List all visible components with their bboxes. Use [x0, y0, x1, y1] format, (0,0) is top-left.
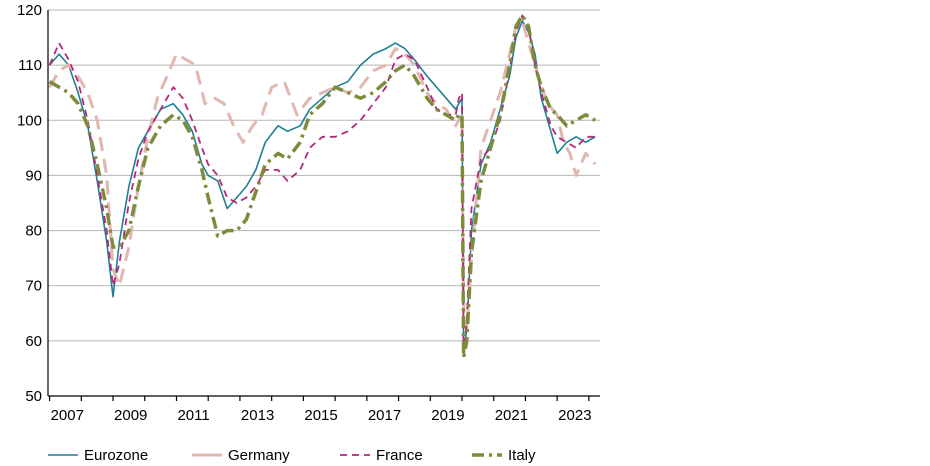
x-axis-ticks: 2007 2009 2011 2013 2015 2017 2019 2021 2023: [48, 396, 592, 424]
x-tick-label: 2011: [177, 407, 209, 424]
y-tick-label: 50: [25, 388, 42, 405]
y-tick-label: 100: [17, 112, 42, 129]
legend-label-france: France: [376, 447, 423, 464]
legend-label-germany: Germany: [228, 447, 290, 464]
y-tick-label: 110: [18, 57, 42, 74]
x-tick-label: 2017: [368, 407, 401, 424]
legend-label-eurozone: Eurozone: [84, 447, 148, 464]
y-tick-label: 90: [25, 167, 42, 184]
legend: Eurozone Germany France Italy: [48, 447, 536, 464]
x-tick-label: 2021: [495, 407, 528, 424]
y-tick-label: 60: [25, 333, 42, 350]
series-line-france: [48, 14, 596, 359]
series-lines: [48, 13, 597, 360]
y-axis-ticks: 50 60 70 80 90 100 110 120: [17, 2, 42, 405]
x-tick-label: 2009: [114, 407, 147, 424]
gridlines: [48, 9, 600, 342]
x-tick-label: 2015: [304, 407, 337, 424]
y-tick-label: 120: [17, 2, 42, 19]
x-tick-label: 2013: [241, 407, 274, 424]
x-tick-label: 2023: [558, 407, 591, 424]
axes: [47, 10, 600, 397]
y-tick-label: 80: [25, 223, 42, 240]
y-tick-label: 70: [25, 278, 42, 295]
series-line-italy: [48, 13, 597, 360]
x-tick-label: 2019: [431, 407, 464, 424]
x-tick-label: 2007: [51, 407, 84, 424]
legend-label-italy: Italy: [508, 447, 536, 464]
series-line-eurozone: [48, 20, 596, 353]
